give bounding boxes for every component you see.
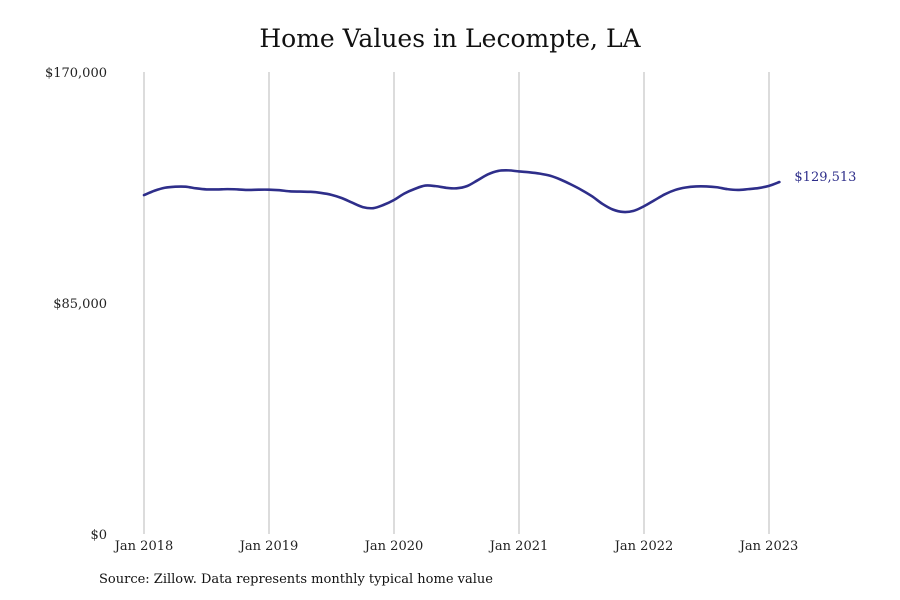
x-tick-label: Jan 2019 xyxy=(238,539,299,554)
y-tick-label: $170,000 xyxy=(45,66,107,81)
grid-lines xyxy=(143,72,770,534)
x-tick-label: Jan 2023 xyxy=(738,539,799,554)
x-tick-label: Jan 2018 xyxy=(113,539,174,554)
chart-title: Home Values in Lecompte, LA xyxy=(259,24,641,53)
x-tick-label: Jan 2021 xyxy=(488,539,549,554)
source-note: Source: Zillow. Data represents monthly … xyxy=(99,572,493,587)
x-tick-label: Jan 2022 xyxy=(613,539,674,554)
series-line xyxy=(142,169,781,214)
y-tick-label: $85,000 xyxy=(53,297,107,312)
x-tick-label: Jan 2020 xyxy=(363,539,424,554)
end-value-label: $129,513 xyxy=(794,170,856,185)
y-axis: $0 $85,000 $170,000 xyxy=(45,66,107,543)
y-tick-label: $0 xyxy=(90,528,107,543)
x-axis: Jan 2018 Jan 2019 Jan 2020 Jan 2021 Jan 2022… xyxy=(113,539,799,554)
